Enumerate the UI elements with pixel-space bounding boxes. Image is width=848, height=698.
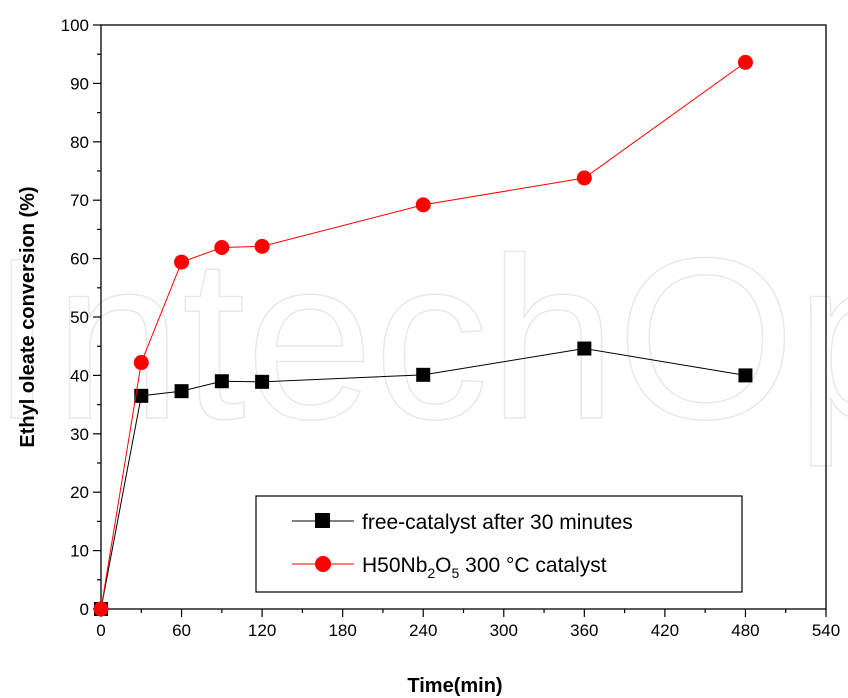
y-tick-label: 50 — [70, 308, 89, 327]
legend-label-2-mid: O — [435, 554, 451, 577]
y-tick-label: 30 — [70, 425, 89, 444]
y-tick-label: 40 — [70, 366, 89, 385]
data-point-square — [577, 341, 592, 356]
x-axis-title: Time(min) — [407, 675, 502, 697]
x-tick-label: 420 — [651, 621, 679, 640]
data-point-square — [416, 367, 431, 382]
legend-marker-circle — [315, 556, 331, 572]
data-point-circle — [174, 254, 190, 270]
x-tick-label: 300 — [490, 621, 518, 640]
legend-label-2-post: 300 °C catalyst — [459, 554, 606, 577]
y-tick-label: 0 — [80, 600, 89, 619]
legend-label-2-sub2: 5 — [452, 565, 460, 581]
legend-marker-square — [315, 513, 330, 528]
legend-label-series-2: H50Nb2O5 300 °C catalyst — [362, 554, 607, 581]
data-point-circle — [133, 355, 149, 371]
data-point-circle — [214, 240, 230, 256]
watermark-text: IntechOpen — [0, 210, 848, 467]
y-axis-title: Ethyl oleate conversion (%) — [17, 186, 39, 447]
axes-group: 0 60 120 180 240 300 360 420 480 540 0 10 20 30 40 50 60… — [61, 16, 841, 640]
x-tick-label: 120 — [248, 621, 276, 640]
data-point-circle — [737, 54, 753, 70]
x-tick-label: 480 — [731, 621, 759, 640]
y-tick-label: 100 — [61, 16, 89, 35]
y-tick-label: 20 — [70, 483, 89, 502]
y-tick-label: 70 — [70, 191, 89, 210]
y-tick-label: 80 — [70, 133, 89, 152]
series-group — [93, 54, 753, 617]
legend-label-2-sub1: 2 — [427, 565, 435, 581]
data-point-circle — [254, 238, 270, 254]
y-tick-label: 90 — [70, 74, 89, 93]
data-point-square — [174, 384, 189, 399]
data-point-circle — [415, 197, 431, 213]
data-point-square — [255, 374, 270, 389]
y-tick-label: 60 — [70, 250, 89, 269]
x-tick-label: 360 — [570, 621, 598, 640]
data-point-square — [134, 388, 149, 403]
x-tick-label: 240 — [409, 621, 437, 640]
data-point-square — [214, 374, 229, 389]
x-tick-label: 540 — [812, 621, 840, 640]
data-point-circle — [93, 601, 109, 617]
data-point-square — [738, 368, 753, 383]
x-tick-label: 60 — [172, 621, 191, 640]
x-tick-label: 180 — [328, 621, 356, 640]
legend-label-2-pre: H50Nb — [362, 554, 427, 577]
legend-box — [255, 495, 743, 593]
legend: free-catalyst after 30 minutes H50Nb2O5 … — [255, 495, 743, 593]
x-tick-label: 0 — [96, 621, 105, 640]
series-line-2 — [100, 61, 746, 610]
legend-label-series-1: free-catalyst after 30 minutes — [362, 511, 633, 534]
y-tick-label: 10 — [70, 542, 89, 561]
data-point-circle — [576, 170, 592, 186]
